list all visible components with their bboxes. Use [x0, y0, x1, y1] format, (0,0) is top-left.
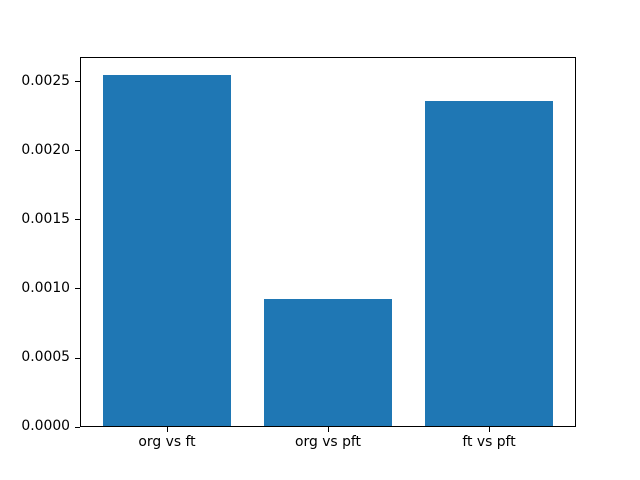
- y-axis-tick: [75, 357, 80, 359]
- bar-org-vs-ft: [102, 74, 232, 427]
- x-axis-tick-label: ft vs pft: [462, 434, 516, 450]
- y-axis-tick: [75, 219, 80, 221]
- x-axis-tick-label: org vs ft: [138, 434, 196, 450]
- bar-org-vs-pft: [263, 298, 393, 427]
- x-axis-tick: [488, 427, 490, 432]
- bar-ft-vs-pft: [424, 101, 554, 427]
- y-axis-tick: [75, 288, 80, 290]
- x-axis-tick: [166, 427, 168, 432]
- x-axis-tick-label: org vs pft: [295, 434, 361, 450]
- y-axis-tick-label: 0.0020: [21, 141, 70, 158]
- y-axis-tick-label: 0.0005: [21, 349, 70, 366]
- y-axis-tick-label: 0.0000: [21, 418, 70, 435]
- y-axis-tick: [75, 150, 80, 152]
- x-axis-tick: [327, 427, 329, 432]
- y-axis-tick-label: 0.0010: [21, 279, 70, 296]
- y-axis-tick-label: 0.0015: [21, 210, 70, 227]
- y-axis-tick: [75, 426, 80, 428]
- y-axis-tick-label: 0.0025: [21, 72, 70, 89]
- y-axis-tick: [75, 81, 80, 83]
